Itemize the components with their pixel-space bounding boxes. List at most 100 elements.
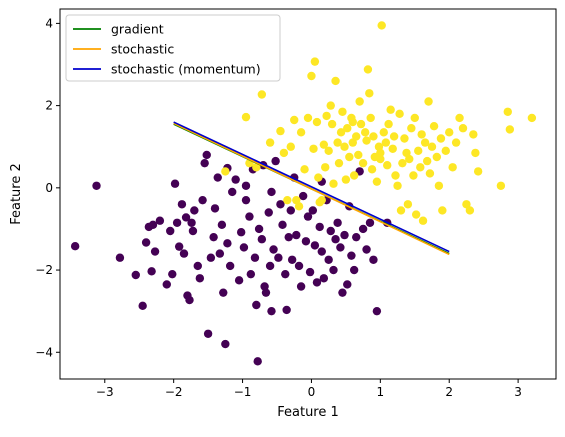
point-class-0-1 bbox=[92, 181, 101, 190]
point-class-1-71 bbox=[400, 134, 409, 143]
point-class-0-57 bbox=[264, 208, 273, 217]
point-class-1-77 bbox=[410, 113, 419, 123]
y-tick-label-3: 2 bbox=[45, 99, 53, 113]
point-class-0-83 bbox=[319, 274, 329, 283]
point-class-0-99 bbox=[358, 224, 368, 234]
point-class-1-93 bbox=[441, 146, 450, 156]
point-class-0-34 bbox=[215, 249, 225, 258]
point-class-1-60 bbox=[381, 138, 391, 147]
point-class-1-76 bbox=[409, 171, 418, 180]
point-class-1-58 bbox=[377, 21, 386, 30]
point-class-1-30 bbox=[331, 76, 340, 86]
point-class-1-32 bbox=[334, 158, 344, 168]
point-class-1-95 bbox=[448, 163, 457, 172]
point-class-0-53 bbox=[257, 235, 267, 244]
point-class-0-100 bbox=[362, 245, 371, 254]
point-class-1-35 bbox=[340, 142, 349, 151]
x-tick-label-6: 3 bbox=[514, 385, 522, 399]
point-class-1-27 bbox=[326, 101, 335, 110]
point-class-0-21 bbox=[187, 218, 196, 227]
y-tick-label-0: −4 bbox=[35, 345, 53, 359]
point-class-0-13 bbox=[170, 179, 180, 188]
point-class-1-40 bbox=[348, 138, 357, 147]
point-class-1-44 bbox=[355, 97, 364, 106]
point-class-0-50 bbox=[252, 300, 261, 310]
point-class-1-6 bbox=[276, 126, 285, 136]
point-class-0-86 bbox=[326, 226, 335, 236]
x-tick-label-3: 0 bbox=[308, 385, 316, 399]
point-class-0-23 bbox=[190, 206, 199, 215]
point-class-1-86 bbox=[425, 169, 435, 178]
point-class-1-42 bbox=[352, 132, 361, 141]
point-class-1-20 bbox=[314, 173, 323, 182]
point-class-1-18 bbox=[310, 57, 320, 66]
point-class-1-88 bbox=[429, 121, 439, 131]
point-class-0-25 bbox=[195, 274, 205, 283]
point-class-1-48 bbox=[362, 136, 371, 145]
point-class-0-93 bbox=[343, 280, 352, 289]
point-class-0-65 bbox=[281, 269, 290, 279]
point-class-0-97 bbox=[352, 232, 361, 242]
point-class-1-75 bbox=[407, 124, 416, 133]
point-class-1-28 bbox=[327, 119, 337, 129]
point-class-0-76 bbox=[303, 212, 313, 221]
point-class-0-44 bbox=[239, 243, 249, 252]
axis-ticks: −3 −2 −1 0 1 2 3 −4 −2 0 2 4 bbox=[35, 16, 522, 399]
point-class-0-73 bbox=[296, 282, 306, 291]
point-class-0-61 bbox=[271, 156, 280, 166]
point-class-0-56 bbox=[261, 288, 271, 297]
point-class-0-69 bbox=[287, 255, 297, 264]
point-class-1-106 bbox=[505, 125, 515, 134]
point-class-0-96 bbox=[349, 265, 359, 275]
point-class-0-15 bbox=[174, 242, 184, 251]
point-class-0-8 bbox=[150, 247, 160, 256]
point-class-1-105 bbox=[503, 107, 512, 116]
point-class-0-64 bbox=[278, 220, 287, 230]
point-class-0-24 bbox=[193, 261, 202, 271]
point-class-0-85 bbox=[324, 255, 333, 264]
point-class-0-38 bbox=[223, 239, 232, 248]
point-class-1-107 bbox=[527, 113, 537, 123]
point-class-0-2 bbox=[115, 253, 125, 262]
point-class-1-68 bbox=[395, 109, 404, 119]
point-class-1-47 bbox=[360, 128, 370, 137]
point-class-0-29 bbox=[203, 329, 213, 338]
y-tick-label-1: −2 bbox=[35, 263, 53, 277]
point-class-0-80 bbox=[312, 278, 322, 287]
point-class-1-53 bbox=[369, 132, 378, 141]
point-class-1-65 bbox=[389, 132, 399, 141]
point-class-0-49 bbox=[250, 253, 260, 262]
point-class-1-108 bbox=[376, 154, 385, 164]
point-class-1-74 bbox=[405, 154, 414, 164]
point-class-0-71 bbox=[292, 230, 301, 240]
point-class-0-103 bbox=[372, 306, 382, 316]
point-class-1-101 bbox=[469, 130, 478, 139]
point-class-0-47 bbox=[246, 269, 256, 279]
point-class-0-28 bbox=[202, 150, 211, 160]
point-class-1-45 bbox=[356, 119, 366, 129]
point-class-0-75 bbox=[301, 237, 311, 246]
y-tick-label-2: 0 bbox=[45, 181, 53, 195]
point-class-1-57 bbox=[376, 148, 385, 158]
point-class-0-14 bbox=[172, 218, 182, 227]
point-class-0-67 bbox=[284, 232, 293, 242]
legend-label-0: gradient bbox=[111, 22, 164, 37]
point-class-1-29 bbox=[329, 179, 338, 188]
axes-frame bbox=[59, 8, 557, 380]
point-class-1-4 bbox=[257, 90, 267, 99]
point-class-0-95 bbox=[347, 251, 356, 260]
point-class-0-90 bbox=[336, 243, 345, 252]
point-class-0-101 bbox=[365, 218, 375, 227]
point-class-1-90 bbox=[434, 181, 444, 190]
point-class-0-66 bbox=[282, 305, 291, 315]
point-class-0-5 bbox=[141, 238, 151, 247]
point-class-0-32 bbox=[210, 204, 220, 213]
point-class-1-69 bbox=[396, 206, 406, 215]
point-class-1-52 bbox=[367, 165, 377, 174]
point-class-0-36 bbox=[219, 288, 228, 297]
point-class-0-35 bbox=[217, 220, 227, 230]
point-class-0-12 bbox=[168, 269, 177, 279]
point-class-0-33 bbox=[213, 173, 222, 182]
point-class-0-10 bbox=[162, 280, 171, 289]
